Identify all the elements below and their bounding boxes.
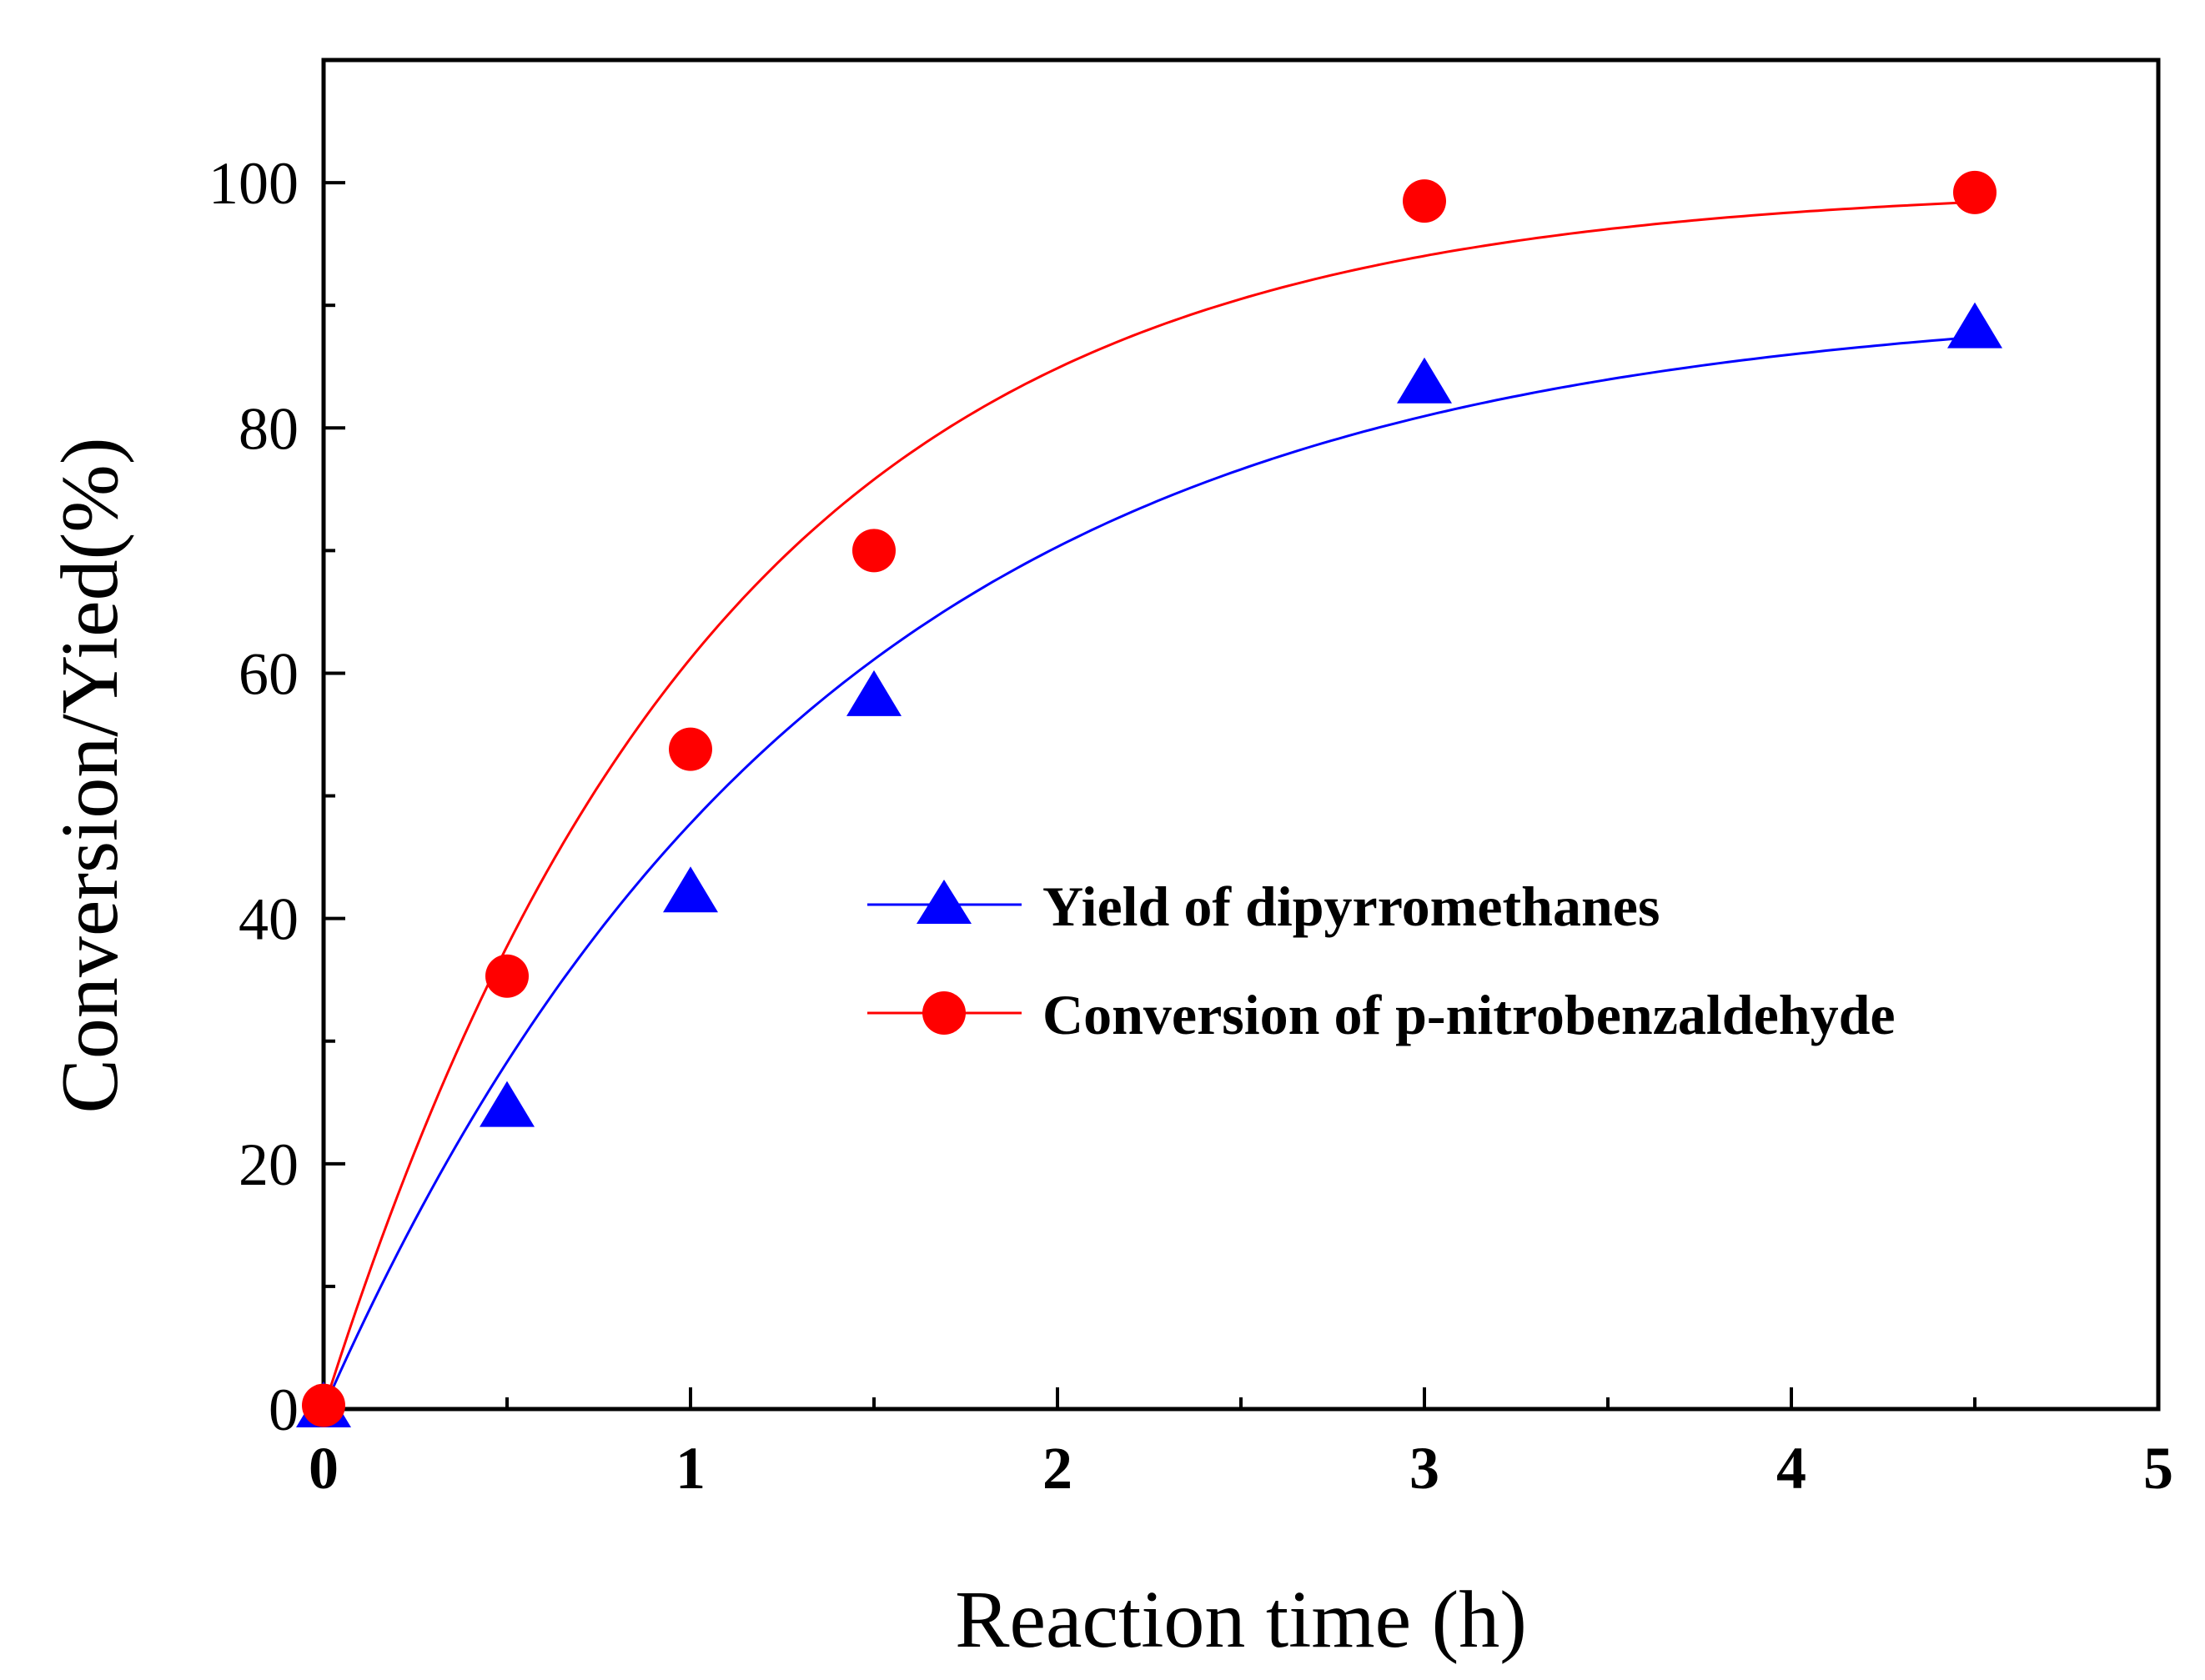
fit-line-conversion: [322, 201, 1976, 1410]
y-axis-title: Conversion/Yied(%): [45, 437, 135, 1113]
y-tick-label: 60: [239, 640, 299, 707]
plot-frame: [321, 58, 2161, 1412]
conversion-data-point: [302, 1383, 345, 1427]
x-tick-label: 3: [1409, 1435, 1439, 1502]
conversion-data-point: [669, 727, 712, 771]
legend-label-conversion: Conversion of p-nitrobenzaldehyde: [1042, 983, 1896, 1046]
x-tick-label: 0: [309, 1435, 339, 1502]
x-tick-label: 5: [2143, 1435, 2173, 1502]
fit-line-yield: [322, 335, 1976, 1410]
x-tick-label: 2: [1042, 1435, 1072, 1502]
conversion-data-point: [1403, 179, 1446, 223]
legend: Yield of dipyrromethanes Conversion of p…: [867, 875, 1896, 1046]
yield-data-point: [663, 866, 718, 913]
yield-data-point: [480, 1081, 535, 1127]
conversion-data-point: [1953, 170, 1997, 214]
yield-data-point: [1397, 357, 1452, 404]
y-tick-label: 20: [239, 1131, 299, 1198]
y-tick-label: 80: [239, 395, 299, 462]
legend-label-yield: Yield of dipyrromethanes: [1042, 875, 1660, 938]
conversion-data-point: [852, 529, 896, 573]
x-axis-title: Reaction time (h): [955, 1575, 1527, 1665]
y-tick-label: 100: [208, 150, 299, 217]
yield-data-point: [846, 669, 902, 716]
x-tick-label: 1: [676, 1435, 706, 1502]
y-tick-label: 40: [239, 886, 299, 953]
legend-marker-conversion: [922, 991, 966, 1035]
y-tick-label: 0: [269, 1377, 299, 1443]
x-tick-label: 4: [1776, 1435, 1806, 1502]
conversion-data-point: [485, 954, 529, 998]
legend-marker-yield: [917, 880, 972, 924]
yield-data-point: [1947, 302, 2002, 349]
